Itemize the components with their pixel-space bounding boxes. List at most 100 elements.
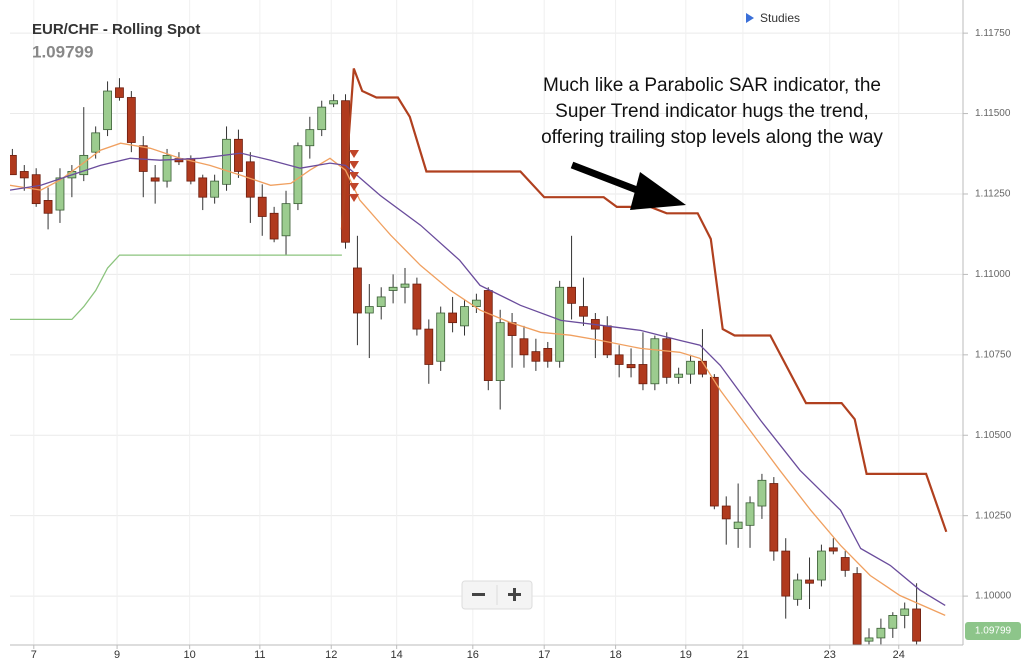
candle-body — [733, 521, 743, 529]
candle-body — [555, 286, 565, 362]
candle-body — [162, 154, 172, 182]
candle-body — [900, 608, 910, 616]
chart-title: EUR/CHF - Rolling Spot — [32, 21, 200, 38]
x-tick-label: 19 — [680, 649, 692, 661]
zoom-in-button[interactable] — [513, 588, 516, 601]
candle-body — [412, 283, 422, 330]
x-tick-label: 11 — [254, 649, 265, 661]
x-tick-label: 7 — [31, 649, 37, 661]
y-tick-label: 1.11000 — [975, 269, 1011, 280]
candle-body — [793, 579, 803, 600]
x-tick-label: 17 — [538, 649, 550, 661]
candle-body — [436, 312, 446, 362]
studies-label[interactable]: Studies — [760, 11, 800, 25]
candle-body — [460, 306, 469, 327]
candle-body — [10, 154, 17, 176]
candle-body — [769, 483, 779, 552]
candle-body — [674, 373, 684, 378]
y-tick-label: 1.10000 — [975, 591, 1012, 602]
candle-body — [650, 338, 660, 385]
candle-body — [745, 502, 755, 526]
candle-body — [115, 87, 124, 98]
candle-body — [126, 97, 136, 143]
candle-body — [19, 171, 29, 179]
candle-body — [840, 557, 850, 571]
axes: 1.10000 1.10250 1.10500 1.10750 1.11000 1.112… — [31, 28, 1021, 661]
candle-body — [353, 267, 362, 314]
zoom-out-button[interactable] — [472, 593, 485, 596]
candle-body — [876, 627, 886, 639]
candle-body — [579, 306, 588, 317]
candle-body — [721, 505, 731, 520]
y-tick-label: 1.11750 — [975, 28, 1011, 39]
signal-marker — [349, 194, 359, 202]
price-tag — [965, 622, 1021, 640]
candle-body — [257, 196, 267, 217]
candle-body — [483, 290, 493, 381]
candle-body — [531, 351, 541, 362]
candle-body — [805, 579, 814, 584]
signal-marker — [349, 183, 359, 191]
x-tick-label: 21 — [737, 649, 749, 661]
x-tick-label: 12 — [325, 649, 337, 661]
candle-body — [912, 608, 921, 642]
candle-body — [210, 180, 220, 198]
last-price: 1.09799 — [32, 42, 93, 61]
annotation-line: Super Trend indicator hugs the trend, — [555, 101, 869, 122]
candle-body — [150, 177, 160, 182]
annotation-arrowhead — [630, 172, 686, 210]
candle-body — [281, 203, 291, 237]
candle-body — [686, 360, 695, 375]
candle-body — [567, 286, 576, 304]
candle-body — [364, 306, 374, 314]
x-tick-label: 24 — [893, 649, 905, 661]
candle-body — [662, 338, 672, 378]
candle-body — [293, 145, 303, 205]
candle-body — [317, 106, 327, 131]
x-tick-label: 18 — [609, 649, 621, 661]
x-tick-label: 16 — [467, 649, 479, 661]
zoom-controls — [461, 580, 533, 610]
candle-body — [828, 547, 838, 552]
plot-area — [10, 68, 948, 645]
indicator-line — [10, 254, 342, 321]
candle-body — [448, 312, 457, 324]
candle-body — [305, 129, 315, 147]
y-tick-label: 1.11500 — [975, 108, 1011, 119]
annotation-line: Much like a Parabolic SAR indicator, the — [543, 75, 881, 96]
x-tick-label: 23 — [824, 649, 836, 661]
candle-body — [852, 573, 862, 645]
candle-body — [234, 138, 243, 172]
indicator-line — [10, 152, 946, 606]
signal-marker — [349, 172, 359, 180]
signal-markers — [349, 150, 359, 202]
candle-body — [602, 325, 612, 356]
candle-body — [638, 364, 648, 385]
indicator-line — [340, 68, 948, 533]
x-tick-label: 14 — [391, 649, 403, 661]
y-tick-label: 1.10500 — [975, 430, 1012, 441]
x-tick-label: 9 — [114, 649, 120, 661]
candle-body — [781, 550, 791, 597]
price-tag-label: 1.09799 — [975, 626, 1012, 637]
studies-button[interactable]: Studies — [746, 11, 800, 25]
y-tick-label: 1.10250 — [975, 510, 1012, 521]
candle-body — [817, 550, 826, 581]
candle-body — [43, 200, 53, 214]
candle-body — [376, 296, 386, 307]
candle-body — [400, 283, 410, 288]
candle-body — [626, 364, 636, 369]
candle-body — [222, 138, 231, 185]
candle-body — [103, 90, 112, 131]
annotation-line: offering trailing stop levels along the … — [541, 127, 883, 148]
candle-body — [388, 286, 398, 291]
x-tick-label: 10 — [184, 649, 196, 661]
y-tick-label: 1.10750 — [975, 349, 1012, 360]
candle-body — [471, 299, 481, 307]
candle-body — [709, 376, 719, 507]
signal-marker — [349, 150, 359, 158]
indicator-line — [10, 142, 946, 616]
grid — [10, 0, 963, 645]
